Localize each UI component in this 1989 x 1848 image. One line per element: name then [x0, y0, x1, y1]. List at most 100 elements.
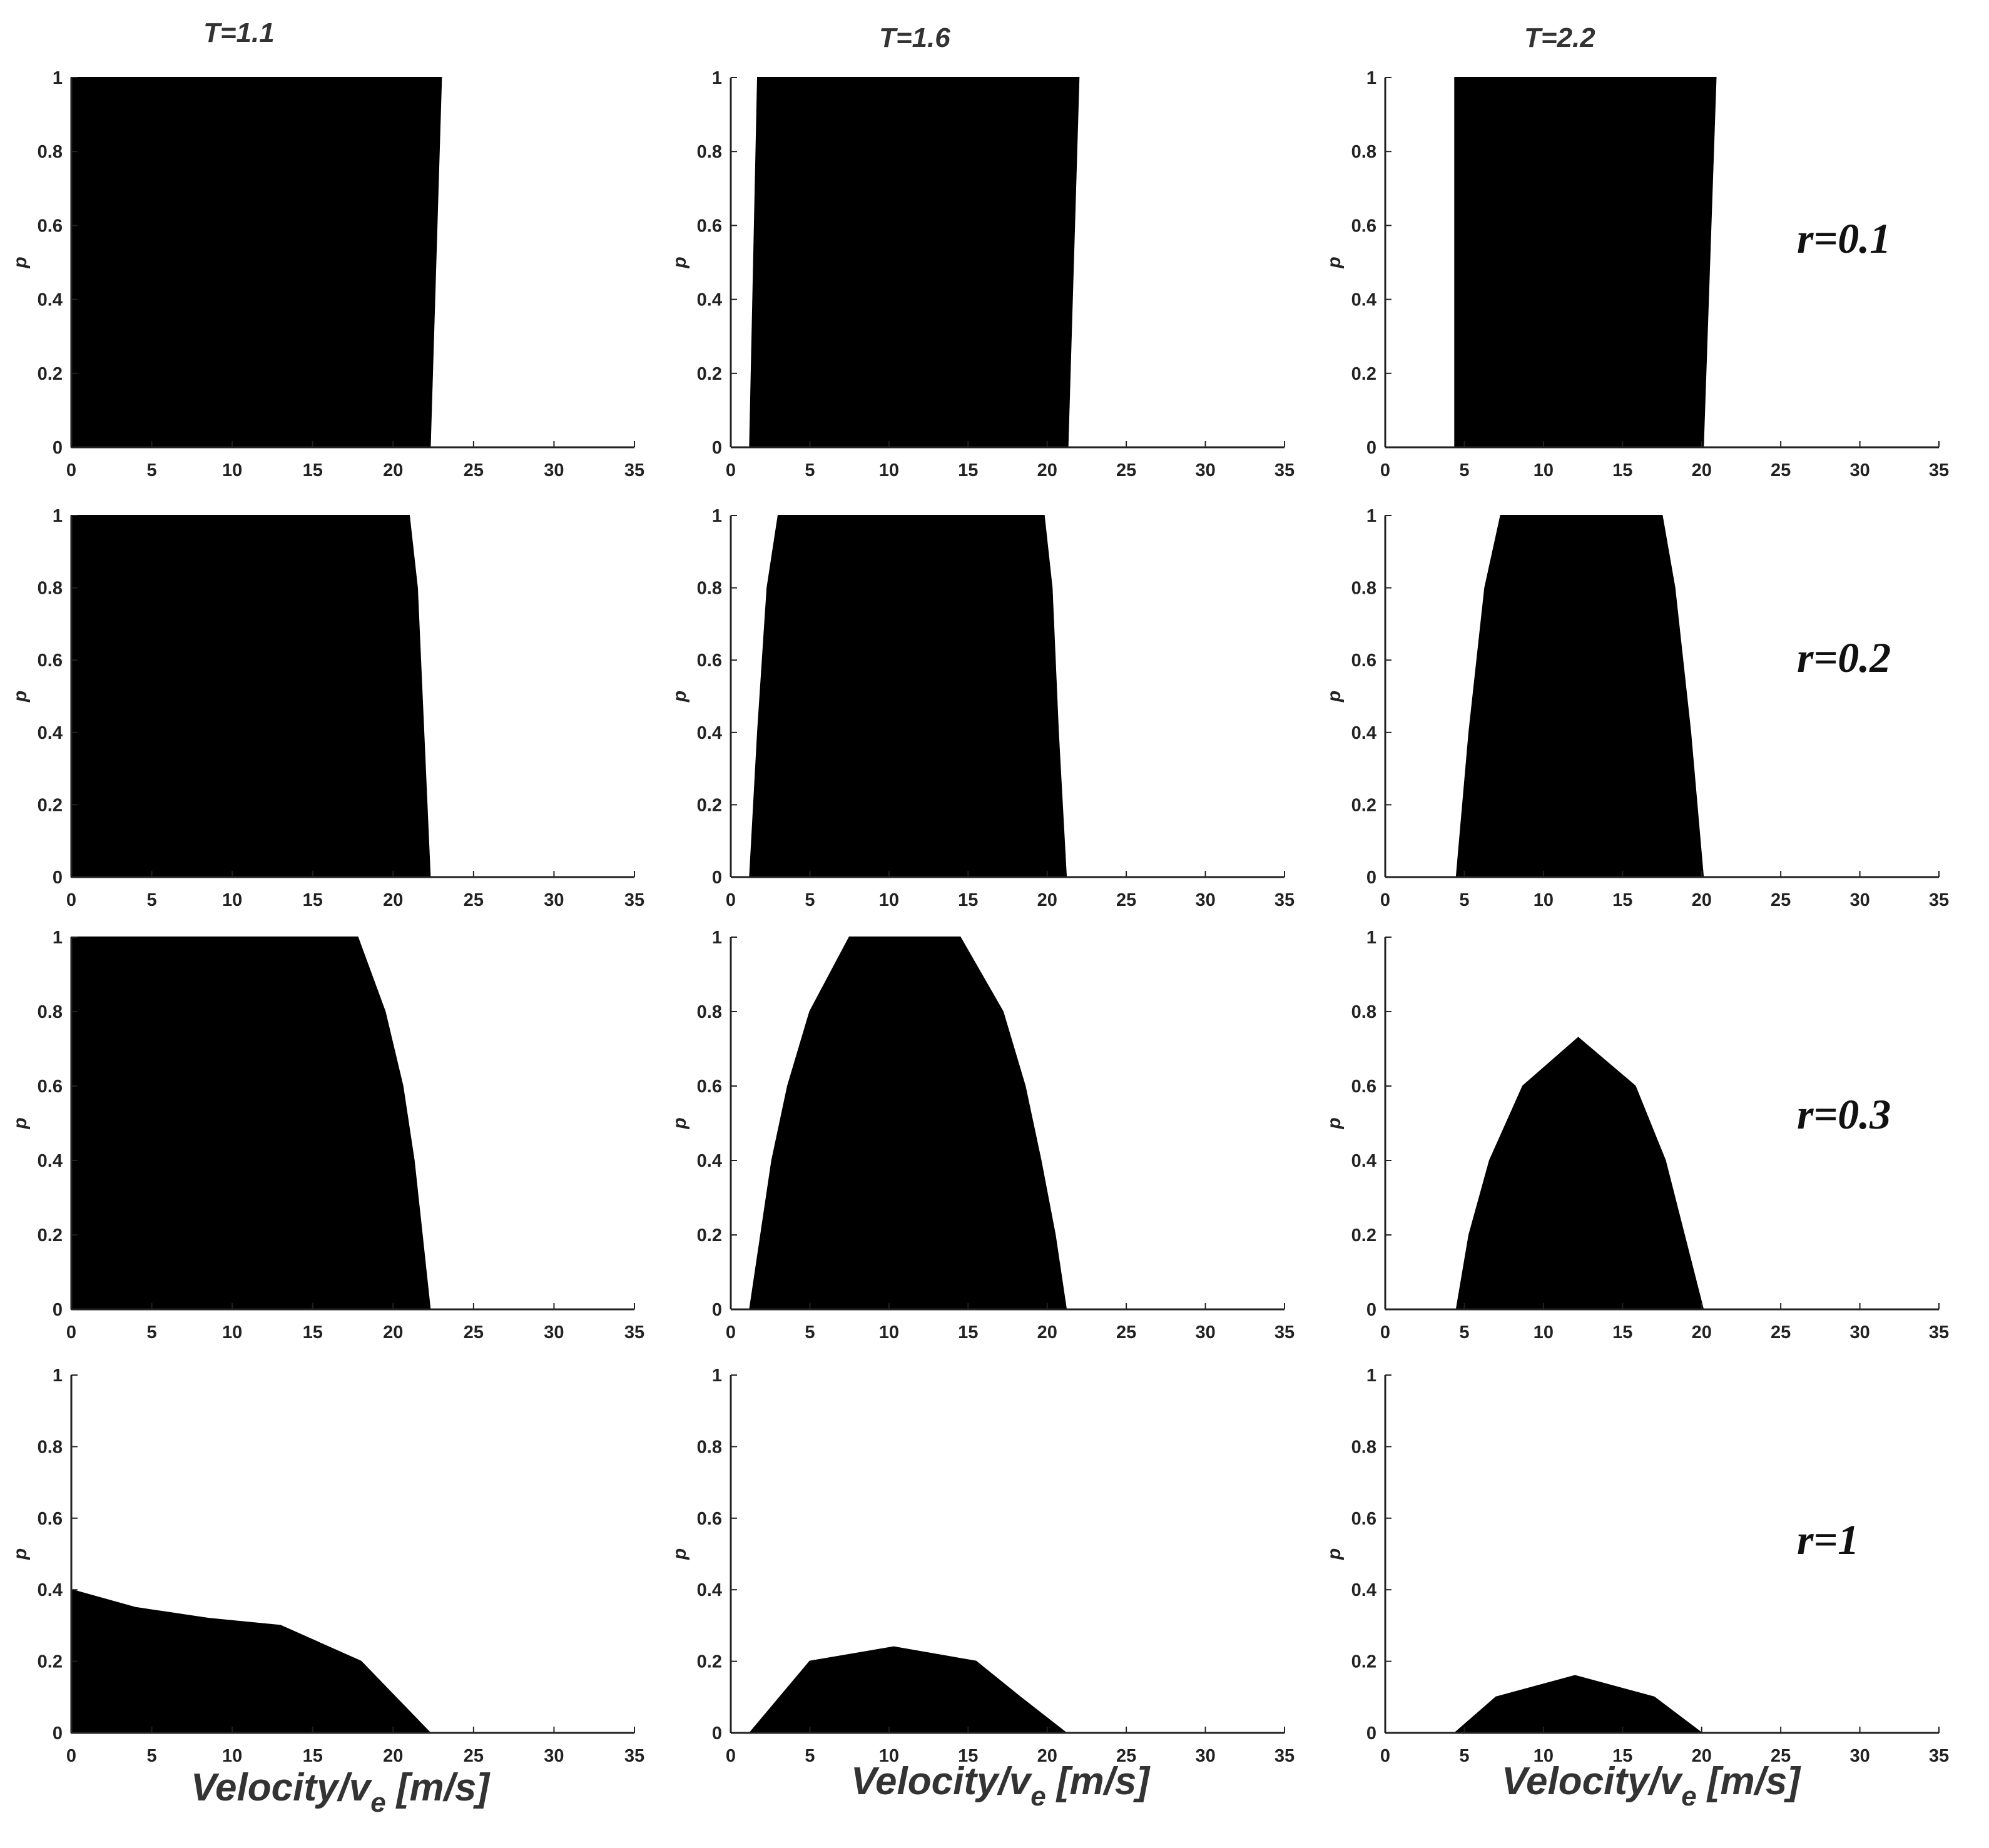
- x-tick-label: 10: [879, 890, 899, 910]
- x-tick-label: 15: [303, 1746, 323, 1766]
- y-tick-label: 0.2: [1351, 364, 1376, 384]
- y-tick-label: 0: [53, 1724, 63, 1744]
- x-tick-label: 10: [222, 460, 242, 480]
- x-tick-label: 25: [1116, 890, 1136, 910]
- x-tick-label: 20: [1037, 1746, 1057, 1766]
- x-tick-label: 30: [1195, 890, 1215, 910]
- y-tick-label: 0.6: [1351, 1509, 1376, 1529]
- x-tick-label: 25: [464, 1746, 484, 1766]
- x-tick-label: 5: [1459, 890, 1469, 910]
- x-tick-label: 15: [303, 460, 323, 480]
- subplot-8: 0 5 10 15 20 25 30 35 0 0.2 0.4 0.6 0.8 1 p: [669, 928, 1295, 1343]
- x-tick-label: 5: [1459, 1323, 1469, 1343]
- x-tick-label: 10: [222, 1746, 242, 1766]
- y-tick-label: 0.8: [697, 1002, 722, 1022]
- x-axis-label-2: Velocity/ve [m/s]: [851, 1759, 1150, 1812]
- y-tick-label: 0: [1366, 868, 1376, 888]
- x-tick-label: 15: [1612, 1746, 1632, 1766]
- y-axis-label: p: [669, 256, 690, 268]
- y-tick-label: 0.8: [697, 579, 722, 599]
- x-tick-label: 20: [383, 460, 403, 480]
- y-tick-label: 0.6: [697, 651, 722, 671]
- x-tick-label: 20: [383, 1746, 403, 1766]
- y-axis-label: p: [1324, 256, 1345, 268]
- y-tick-label: 0: [712, 868, 722, 888]
- y-tick-label: 0.4: [1351, 290, 1376, 310]
- y-tick-label: 0.6: [1351, 1077, 1376, 1097]
- y-tick-label: 0.8: [1351, 579, 1376, 599]
- x-axis-label-1: Velocity/ve [m/s]: [191, 1765, 489, 1818]
- x-tick-label: 10: [1534, 1323, 1554, 1343]
- y-tick-label: 0.6: [38, 651, 63, 671]
- x-tick-label: 30: [1849, 890, 1869, 910]
- area-mark: [1385, 1037, 1939, 1310]
- y-tick-label: 0.6: [38, 1509, 63, 1529]
- subplot-4: 0 5 10 15 20 25 30 35 0 0.2 0.4 0.6 0.8 1 p: [10, 506, 644, 910]
- x-tick-label: 15: [303, 890, 323, 910]
- x-tick-label: 25: [464, 1323, 484, 1343]
- y-tick-label: 0.4: [697, 290, 722, 310]
- x-tick-label: 15: [958, 460, 978, 480]
- x-tick-label: 5: [1459, 460, 1469, 480]
- x-axis-label-3: Velocity/ve [m/s]: [1502, 1759, 1801, 1812]
- x-tick-label: 0: [66, 890, 76, 910]
- x-axis-label-unit: [m/s]: [1696, 1760, 1801, 1803]
- x-tick-label: 0: [726, 1323, 736, 1343]
- area-mark: [731, 1646, 1284, 1734]
- area-mark: [731, 515, 1284, 878]
- row-label-3: r=0.3: [1797, 1090, 1891, 1138]
- y-tick-label: 0.2: [697, 795, 722, 815]
- y-tick-label: 0.8: [1351, 1002, 1376, 1022]
- x-tick-label: 15: [1612, 1323, 1632, 1343]
- subplot-10: 0 5 10 15 20 25 30 35 0 0.2 0.4 0.6 0.8 1 p: [10, 1366, 644, 1766]
- x-tick-label: 15: [303, 1323, 323, 1343]
- x-tick-label: 0: [1380, 1323, 1390, 1343]
- x-tick-label: 25: [1116, 1323, 1136, 1343]
- y-tick-label: 0.4: [1351, 1151, 1376, 1171]
- x-tick-label: 25: [1771, 1746, 1791, 1766]
- y-tick-label: 0.4: [697, 1580, 722, 1600]
- y-tick-label: 0.2: [38, 1226, 63, 1246]
- x-tick-label: 15: [958, 890, 978, 910]
- x-tick-label: 15: [958, 1323, 978, 1343]
- x-tick-label: 5: [147, 460, 157, 480]
- x-tick-label: 35: [1929, 1746, 1949, 1766]
- y-axis-label: p: [1324, 691, 1345, 703]
- y-axis-label: p: [669, 1548, 690, 1560]
- y-tick-label: 0: [712, 1300, 722, 1320]
- y-tick-label: 0.8: [1351, 142, 1376, 162]
- column-title-3: T=2.2: [1524, 23, 1595, 53]
- y-tick-label: 0.2: [697, 364, 722, 384]
- x-tick-label: 0: [66, 1746, 76, 1766]
- y-axis-label: p: [669, 1117, 690, 1129]
- y-tick-label: 1: [712, 928, 722, 948]
- y-tick-label: 0: [1366, 438, 1376, 458]
- x-axis-label-unit: [m/s]: [1045, 1760, 1150, 1803]
- y-tick-label: 0.8: [1351, 1437, 1376, 1457]
- x-tick-label: 25: [464, 460, 484, 480]
- x-tick-label: 30: [1195, 460, 1215, 480]
- y-tick-label: 0.4: [1351, 1580, 1376, 1600]
- y-axis-label: p: [1324, 1117, 1345, 1129]
- y-tick-label: 0.6: [1351, 216, 1376, 236]
- x-tick-label: 25: [1771, 1323, 1791, 1343]
- x-tick-label: 30: [544, 890, 564, 910]
- area-mark: [1385, 1675, 1939, 1734]
- area-mark: [1385, 515, 1939, 878]
- x-tick-label: 0: [1380, 460, 1390, 480]
- y-tick-label: 1: [1366, 506, 1376, 526]
- y-tick-label: 0.4: [38, 723, 63, 743]
- x-tick-label: 30: [1195, 1323, 1215, 1343]
- y-tick-label: 0.2: [1351, 1226, 1376, 1246]
- x-tick-label: 35: [1929, 1323, 1949, 1343]
- x-tick-label: 10: [1534, 890, 1554, 910]
- subplot-1: 0 5 10 15 20 25 30 35 0 0.2 0.4 0.6 0.8 1 p: [10, 68, 644, 480]
- y-axis-label: p: [10, 1548, 31, 1560]
- x-tick-label: 25: [1771, 460, 1791, 480]
- x-tick-label: 0: [66, 1323, 76, 1343]
- x-tick-label: 0: [66, 460, 76, 480]
- x-tick-label: 5: [805, 460, 815, 480]
- x-tick-label: 10: [879, 1746, 899, 1766]
